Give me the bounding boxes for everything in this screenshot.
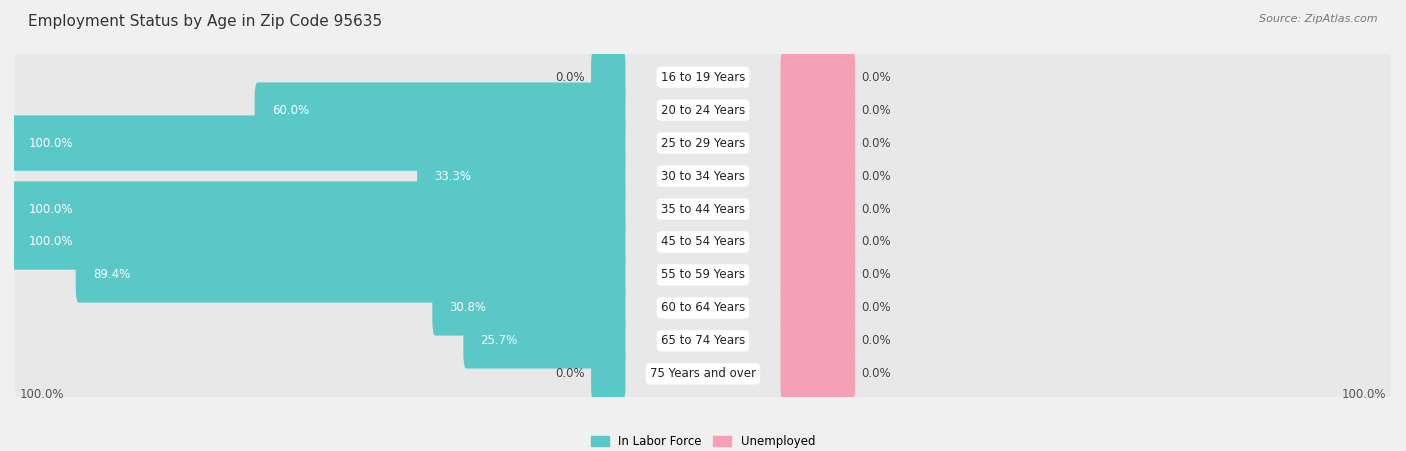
Text: 100.0%: 100.0%: [28, 235, 73, 249]
Text: 0.0%: 0.0%: [860, 202, 890, 216]
Text: 55 to 59 Years: 55 to 59 Years: [661, 268, 745, 281]
Text: 25.7%: 25.7%: [481, 334, 517, 347]
Text: 0.0%: 0.0%: [555, 367, 585, 380]
Text: 0.0%: 0.0%: [860, 137, 890, 150]
FancyBboxPatch shape: [591, 346, 626, 401]
FancyBboxPatch shape: [432, 280, 626, 336]
Text: 60.0%: 60.0%: [271, 104, 309, 117]
FancyBboxPatch shape: [15, 183, 1391, 235]
Text: 25 to 29 Years: 25 to 29 Years: [661, 137, 745, 150]
FancyBboxPatch shape: [780, 346, 855, 401]
FancyBboxPatch shape: [464, 313, 626, 368]
FancyBboxPatch shape: [418, 148, 626, 204]
Text: 45 to 54 Years: 45 to 54 Years: [661, 235, 745, 249]
Text: 30.8%: 30.8%: [450, 301, 486, 314]
Text: 30 to 34 Years: 30 to 34 Years: [661, 170, 745, 183]
Text: 20 to 24 Years: 20 to 24 Years: [661, 104, 745, 117]
FancyBboxPatch shape: [780, 148, 855, 204]
FancyBboxPatch shape: [11, 214, 626, 270]
FancyBboxPatch shape: [15, 282, 1391, 334]
Text: 75 Years and over: 75 Years and over: [650, 367, 756, 380]
Text: 89.4%: 89.4%: [93, 268, 131, 281]
Text: 0.0%: 0.0%: [860, 104, 890, 117]
FancyBboxPatch shape: [15, 315, 1391, 367]
FancyBboxPatch shape: [780, 50, 855, 105]
Text: 100.0%: 100.0%: [1341, 388, 1386, 401]
FancyBboxPatch shape: [76, 247, 626, 303]
Text: 0.0%: 0.0%: [860, 301, 890, 314]
Text: 33.3%: 33.3%: [434, 170, 471, 183]
FancyBboxPatch shape: [591, 50, 626, 105]
FancyBboxPatch shape: [15, 51, 1391, 103]
Legend: In Labor Force, Unemployed: In Labor Force, Unemployed: [586, 430, 820, 451]
FancyBboxPatch shape: [780, 181, 855, 237]
Text: 100.0%: 100.0%: [20, 388, 65, 401]
FancyBboxPatch shape: [15, 84, 1391, 136]
FancyBboxPatch shape: [11, 115, 626, 171]
FancyBboxPatch shape: [780, 214, 855, 270]
Text: 60 to 64 Years: 60 to 64 Years: [661, 301, 745, 314]
Text: 100.0%: 100.0%: [28, 202, 73, 216]
FancyBboxPatch shape: [780, 247, 855, 303]
Text: 65 to 74 Years: 65 to 74 Years: [661, 334, 745, 347]
Text: 0.0%: 0.0%: [860, 170, 890, 183]
Text: 0.0%: 0.0%: [555, 71, 585, 84]
Text: 0.0%: 0.0%: [860, 334, 890, 347]
FancyBboxPatch shape: [15, 117, 1391, 169]
Text: Employment Status by Age in Zip Code 95635: Employment Status by Age in Zip Code 956…: [28, 14, 382, 28]
Text: 0.0%: 0.0%: [860, 367, 890, 380]
Text: 35 to 44 Years: 35 to 44 Years: [661, 202, 745, 216]
Text: 0.0%: 0.0%: [860, 235, 890, 249]
Text: 16 to 19 Years: 16 to 19 Years: [661, 71, 745, 84]
Text: 0.0%: 0.0%: [860, 268, 890, 281]
FancyBboxPatch shape: [780, 280, 855, 336]
FancyBboxPatch shape: [780, 83, 855, 138]
Text: Source: ZipAtlas.com: Source: ZipAtlas.com: [1260, 14, 1378, 23]
FancyBboxPatch shape: [15, 348, 1391, 400]
FancyBboxPatch shape: [15, 216, 1391, 268]
Text: 0.0%: 0.0%: [860, 71, 890, 84]
FancyBboxPatch shape: [15, 150, 1391, 202]
FancyBboxPatch shape: [780, 115, 855, 171]
FancyBboxPatch shape: [15, 249, 1391, 301]
FancyBboxPatch shape: [11, 181, 626, 237]
Text: 100.0%: 100.0%: [28, 137, 73, 150]
FancyBboxPatch shape: [254, 83, 626, 138]
FancyBboxPatch shape: [780, 313, 855, 368]
